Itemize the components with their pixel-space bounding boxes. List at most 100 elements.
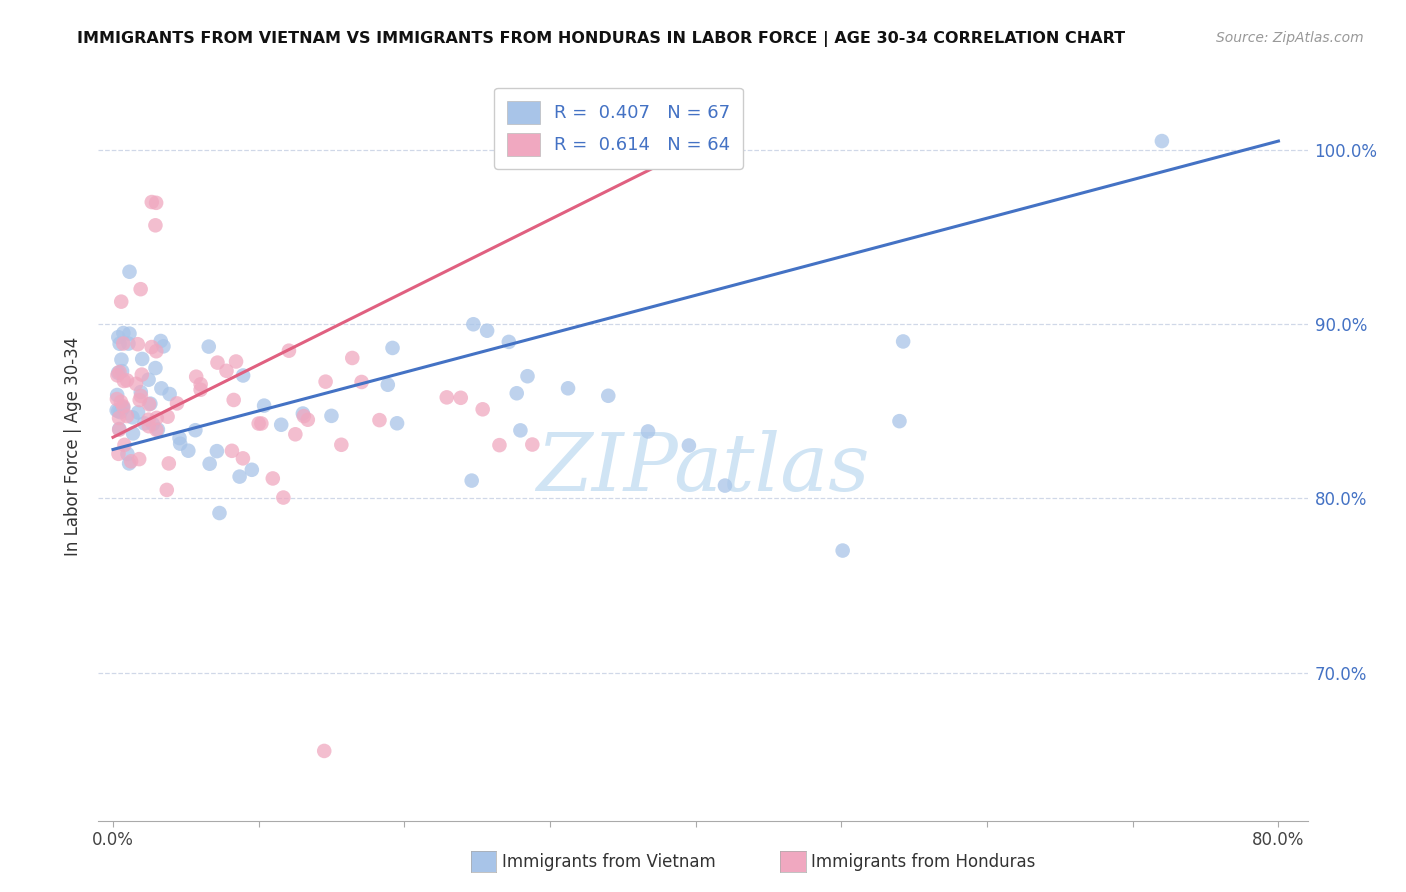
Point bbox=[215, 364, 238, 378]
Point bbox=[221, 443, 243, 458]
Point bbox=[169, 431, 191, 445]
Point bbox=[273, 491, 295, 505]
Point bbox=[522, 437, 544, 451]
Point bbox=[141, 340, 163, 354]
Point bbox=[270, 417, 292, 432]
Point bbox=[889, 414, 911, 428]
Point bbox=[284, 427, 307, 442]
Point bbox=[128, 392, 150, 407]
Point bbox=[138, 373, 160, 387]
Point bbox=[460, 474, 482, 488]
Point bbox=[121, 410, 143, 425]
Point bbox=[278, 343, 301, 358]
Point bbox=[250, 417, 273, 431]
Point bbox=[145, 423, 167, 437]
Point bbox=[112, 401, 135, 415]
Point bbox=[368, 413, 391, 427]
Point bbox=[149, 334, 172, 348]
Point bbox=[557, 381, 579, 395]
Point bbox=[108, 336, 131, 351]
Point bbox=[385, 417, 408, 431]
Point bbox=[225, 354, 247, 368]
Point bbox=[105, 392, 128, 406]
Point bbox=[598, 389, 620, 403]
Point bbox=[381, 341, 404, 355]
Point bbox=[138, 419, 160, 434]
Point bbox=[222, 392, 245, 407]
Point bbox=[127, 337, 149, 351]
Point bbox=[330, 438, 353, 452]
Point bbox=[118, 326, 141, 341]
Point bbox=[197, 340, 219, 354]
Point bbox=[120, 454, 142, 468]
Point bbox=[111, 364, 134, 378]
Text: IMMIGRANTS FROM VIETNAM VS IMMIGRANTS FROM HONDURAS IN LABOR FORCE | AGE 30-34 C: IMMIGRANTS FROM VIETNAM VS IMMIGRANTS FR… bbox=[77, 31, 1125, 47]
Point bbox=[228, 469, 250, 483]
Point bbox=[112, 374, 135, 388]
Point bbox=[138, 397, 160, 411]
Point bbox=[118, 265, 141, 279]
Point bbox=[891, 334, 914, 349]
Point bbox=[117, 447, 139, 461]
Point bbox=[714, 478, 737, 492]
Point bbox=[516, 369, 538, 384]
Point bbox=[145, 195, 167, 210]
Text: Immigrants from Honduras: Immigrants from Honduras bbox=[811, 853, 1036, 871]
Text: Source: ZipAtlas.com: Source: ZipAtlas.com bbox=[1216, 31, 1364, 45]
Point bbox=[112, 400, 135, 414]
Point bbox=[506, 386, 529, 401]
Point bbox=[488, 438, 510, 452]
Point bbox=[184, 423, 207, 437]
Point bbox=[190, 383, 212, 397]
Point bbox=[166, 396, 188, 410]
Point bbox=[129, 389, 152, 403]
Point bbox=[247, 417, 270, 431]
Point bbox=[138, 412, 160, 426]
Point bbox=[321, 409, 343, 423]
Point bbox=[377, 377, 399, 392]
Legend: R =  0.407   N = 67, R =  0.614   N = 64: R = 0.407 N = 67, R = 0.614 N = 64 bbox=[495, 88, 742, 169]
Point bbox=[112, 326, 135, 340]
Point bbox=[115, 409, 138, 423]
Point bbox=[292, 409, 315, 424]
Point bbox=[342, 351, 364, 365]
Point bbox=[146, 423, 169, 437]
Point bbox=[297, 413, 319, 427]
Point bbox=[141, 195, 163, 210]
Point bbox=[509, 423, 531, 437]
Point bbox=[128, 452, 150, 467]
Point bbox=[131, 351, 153, 366]
Point bbox=[105, 388, 128, 402]
Point bbox=[314, 744, 336, 758]
Point bbox=[475, 324, 498, 338]
Point bbox=[110, 405, 132, 419]
Point bbox=[108, 423, 131, 437]
Point bbox=[107, 404, 129, 418]
Point bbox=[110, 294, 132, 309]
Point bbox=[108, 422, 131, 436]
Point bbox=[159, 387, 181, 401]
Point bbox=[112, 336, 135, 351]
Point bbox=[131, 368, 153, 382]
Point bbox=[198, 457, 221, 471]
Point bbox=[157, 457, 180, 471]
Point bbox=[142, 417, 165, 431]
Point bbox=[350, 375, 373, 389]
Point bbox=[108, 365, 131, 379]
Point bbox=[156, 409, 179, 424]
Point bbox=[127, 405, 149, 419]
Point bbox=[1150, 134, 1173, 148]
Point bbox=[129, 282, 152, 296]
Point bbox=[145, 361, 167, 376]
Point bbox=[262, 471, 284, 485]
Point bbox=[145, 219, 167, 233]
Point bbox=[107, 366, 129, 380]
Point bbox=[186, 369, 208, 384]
Point bbox=[207, 356, 229, 370]
Point bbox=[205, 444, 228, 458]
Point bbox=[177, 443, 200, 458]
Text: ZIPatlas: ZIPatlas bbox=[536, 430, 870, 508]
Point bbox=[118, 457, 141, 471]
Point bbox=[125, 376, 148, 391]
Y-axis label: In Labor Force | Age 30-34: In Labor Force | Age 30-34 bbox=[65, 336, 83, 556]
